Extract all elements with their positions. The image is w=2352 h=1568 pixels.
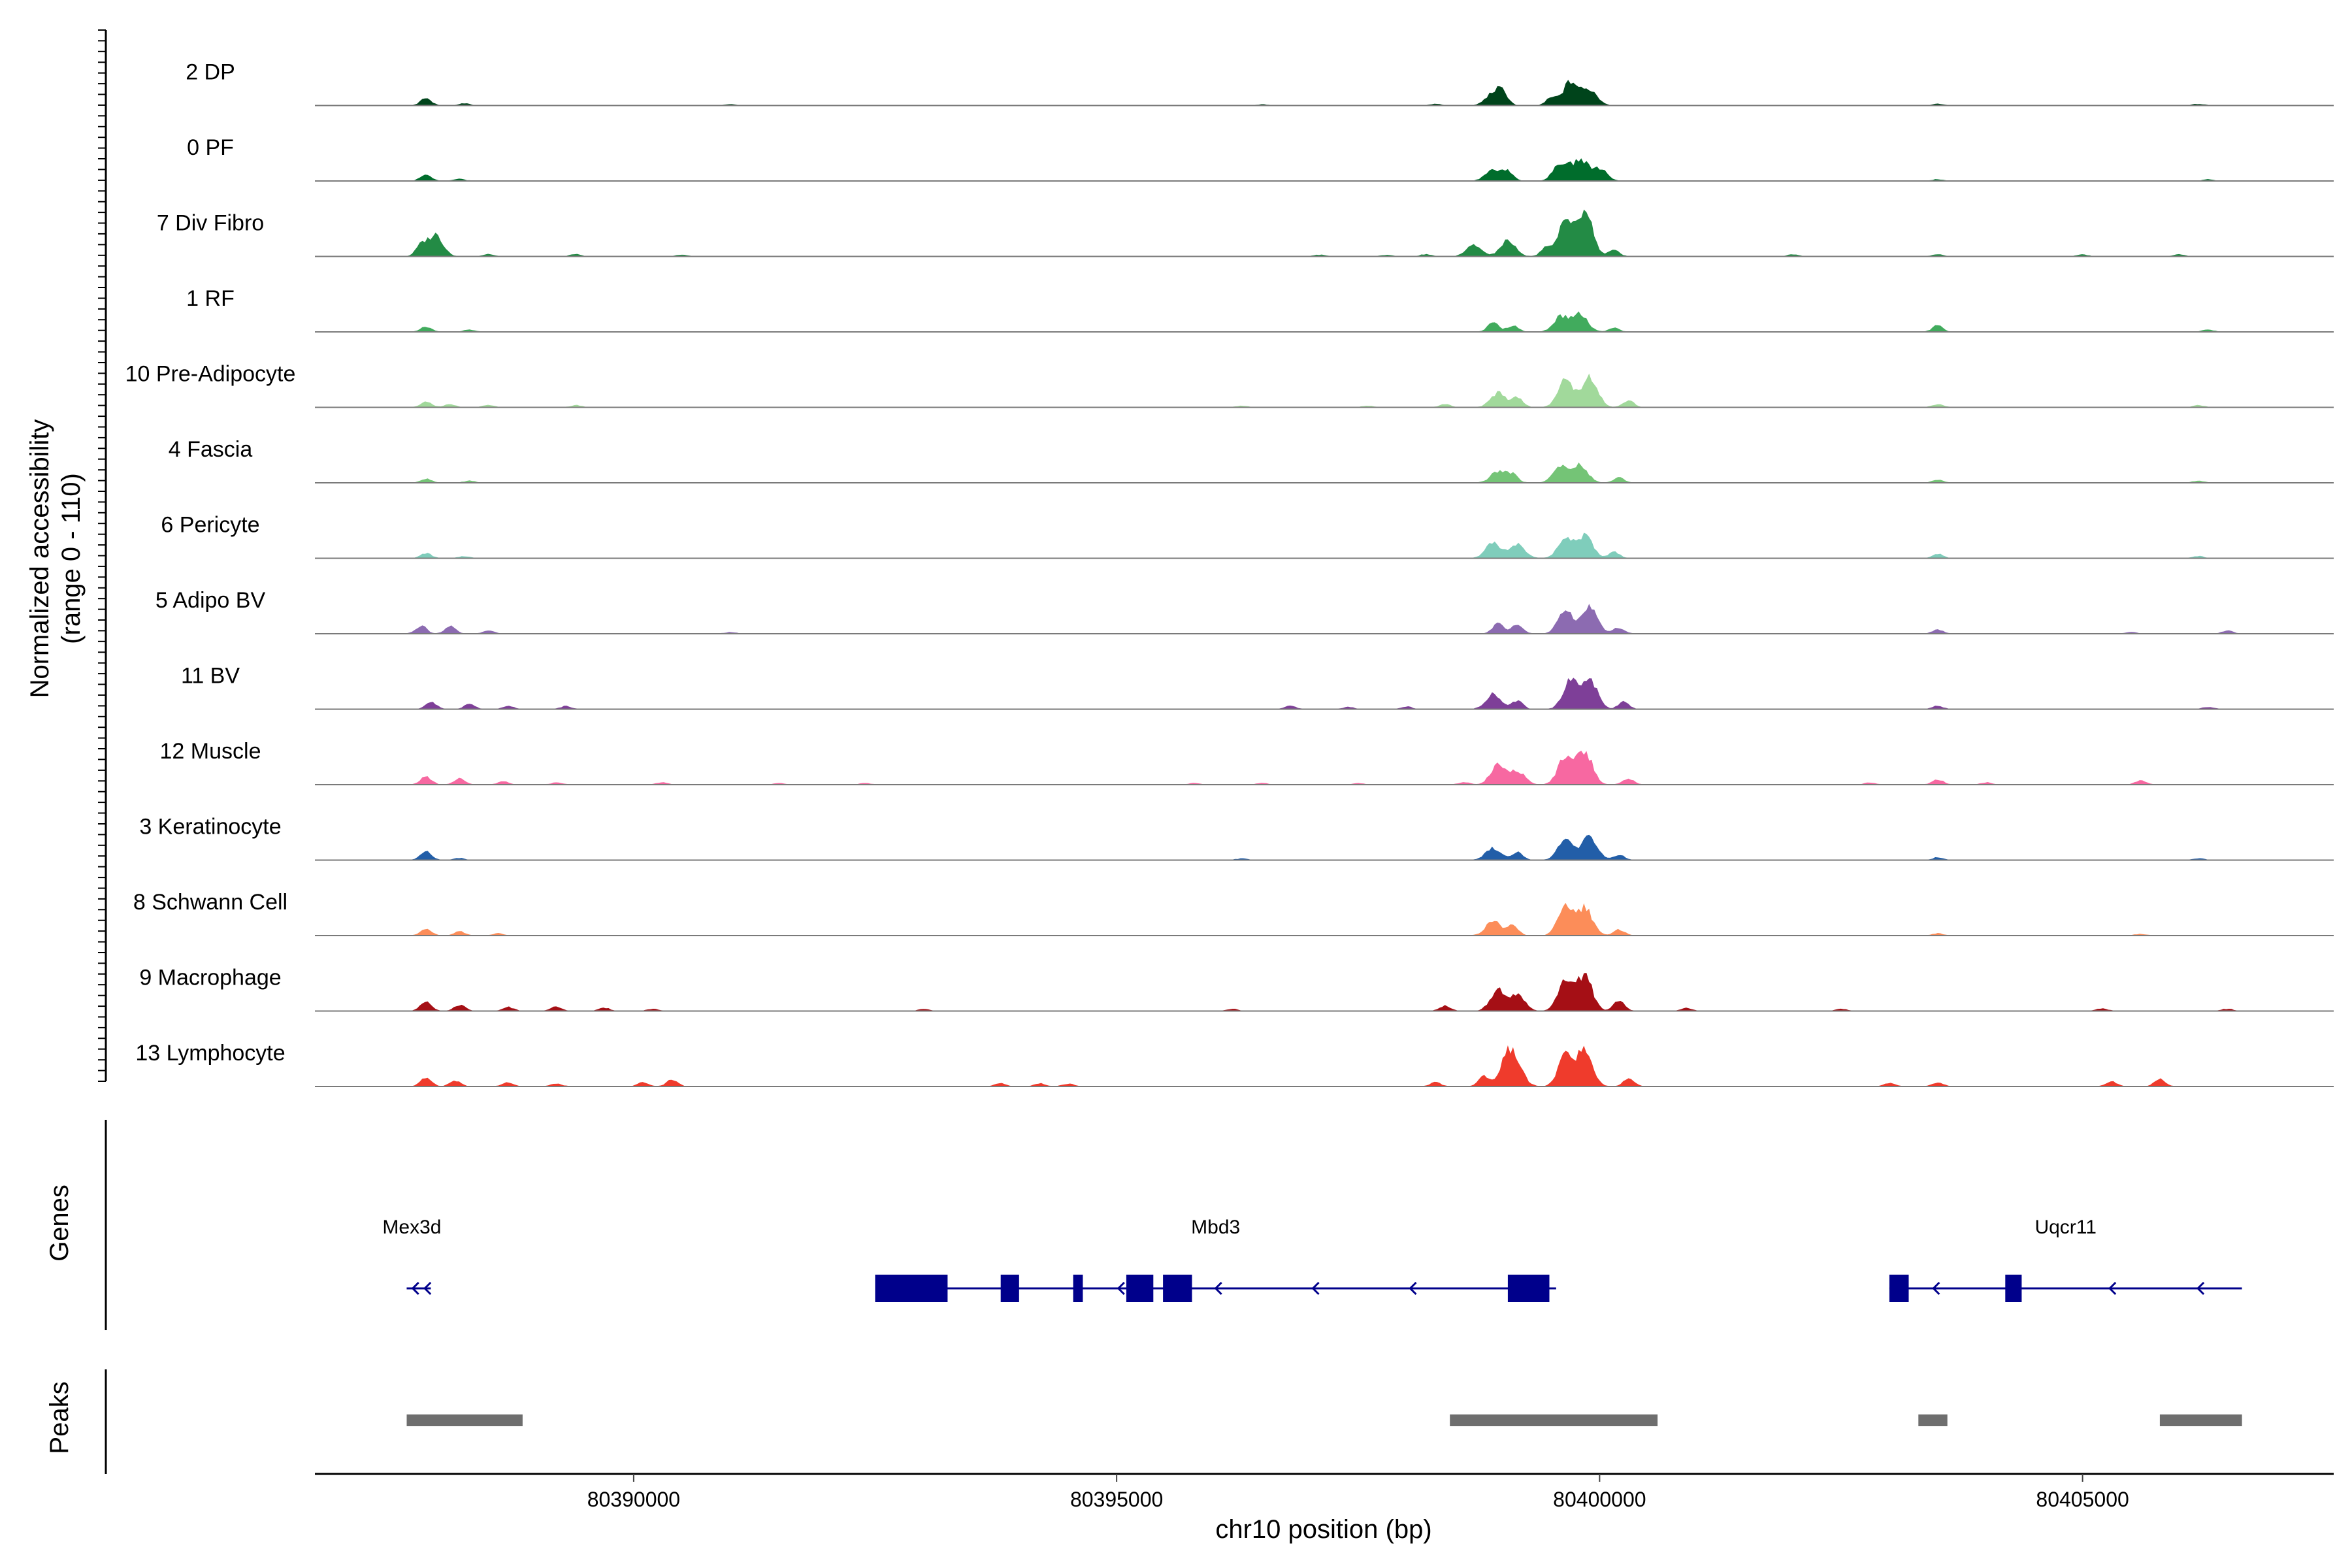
coverage-area [406,373,2242,408]
exon [1126,1275,1154,1302]
x-tick-label: 80395000 [1070,1488,1163,1511]
track-label: 13 Lymphocyte [135,1041,285,1066]
coverage-track: 5 Adipo BV [155,588,2334,634]
track-label: 2 DP [186,60,235,85]
coverage-area [406,532,2242,559]
coverage-track: 10 Pre-Adipocyte [125,362,2334,408]
coverage-track: 0 PF [187,135,2334,182]
peak-region [406,1414,523,1426]
gene-annotation-panel: Mex3d Mbd3 Uqcr11 [105,1120,2242,1330]
x-tick-label: 80400000 [1553,1488,1646,1511]
coverage-track: 2 DP [186,60,2334,106]
coverage-track: 4 Fascia [169,437,2334,483]
genes-panel-label: Genes [45,1184,74,1262]
strand-arrow [2108,1281,2117,1296]
coverage-area [406,209,2242,257]
strand-arrow [1409,1281,1417,1296]
coverage-area [406,158,2242,181]
strand-arrow [1311,1281,1320,1296]
track-label: 3 Keratinocyte [139,815,281,840]
exon [1889,1275,1909,1302]
coverage-track: 1 RF [186,286,2334,333]
exon [1507,1275,1550,1302]
track-label: 11 BV [181,664,240,689]
gene-model: Mex3d [382,1217,441,1296]
y-axis-range-label: (range 0 - 110) [57,473,86,644]
x-axis-label: chr10 position (bp) [1215,1515,1431,1544]
coverage-area [406,973,2242,1011]
exon [1073,1275,1083,1302]
track-label: 0 PF [187,135,234,160]
strand-arrow [1214,1281,1222,1296]
exon [1000,1275,1019,1302]
track-label: 4 Fascia [169,437,253,462]
strand-arrow [423,1281,432,1296]
gene-model: Uqcr11 [1889,1217,2242,1302]
track-label: 6 Pericyte [161,513,259,538]
coverage-track: 7 Div Fibro [157,209,2334,257]
strand-arrow [1932,1281,1940,1296]
strand-arrow [1117,1281,1125,1296]
x-tick-label: 80390000 [587,1488,680,1511]
exon [1163,1275,1192,1302]
gene-name: Mex3d [382,1217,441,1238]
coverage-track: 13 Lymphocyte [135,1041,2334,1087]
peak-region [1450,1414,1658,1426]
peaks-panel-label: Peaks [45,1381,74,1454]
x-axis: 80390000 80395000 80400000 80405000 [315,1473,2334,1511]
coverage-area [406,311,2242,332]
track-label: 5 Adipo BV [155,588,266,613]
coverage-track: 9 Macrophage [139,966,2334,1012]
coverage-area [406,751,2242,785]
coverage-tracks: 2 DP 0 PF 7 Div Fibro 1 RF 10 Pre-Adipocyte 4… [125,60,2334,1087]
track-label: 9 Macrophage [139,966,281,990]
track-label: 10 Pre-Adipocyte [125,362,296,387]
coverage-area [406,604,2242,634]
y-axis-label: Normalized accessibility [25,419,54,698]
exon [875,1275,948,1302]
peaks-panel [105,1369,2242,1474]
track-label: 1 RF [186,286,235,311]
peak-region [2159,1414,2242,1426]
coverage-track: 6 Pericyte [161,513,2334,559]
coverage-area [406,678,2242,710]
coverage-area [406,902,2242,936]
coverage-area [406,834,2242,860]
gene-name: Uqcr11 [2034,1217,2096,1238]
strand-arrow [411,1281,419,1296]
track-label: 8 Schwann Cell [133,890,287,915]
coverage-area [406,80,2242,106]
coverage-area [406,1045,2242,1086]
coverage-area [406,462,2242,483]
gene-model: Mbd3 [875,1217,1556,1302]
x-tick-label: 80405000 [2036,1488,2129,1511]
track-label: 12 Muscle [160,739,261,764]
coverage-track: 12 Muscle [160,739,2334,785]
track-label: 7 Div Fibro [157,211,264,236]
peak-region [1918,1414,1948,1426]
strand-arrow [2196,1281,2205,1296]
y-axis [98,29,107,1082]
exon [2005,1275,2022,1302]
coverage-track: 11 BV [181,664,2334,710]
coverage-track: 3 Keratinocyte [139,815,2334,861]
coverage-track: 8 Schwann Cell [133,890,2334,936]
gene-name: Mbd3 [1191,1217,1240,1238]
